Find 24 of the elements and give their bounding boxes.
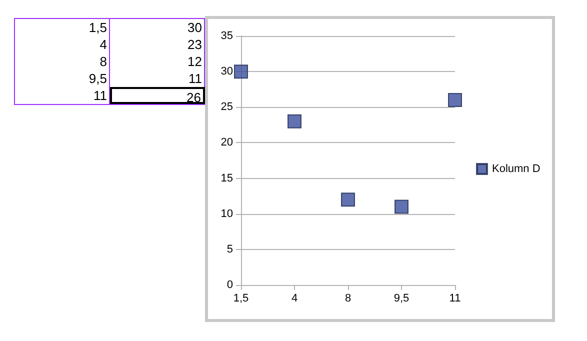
- text: 8: [15, 53, 110, 70]
- text: 26: [110, 87, 205, 105]
- text: 1,5: [15, 19, 110, 36]
- y-tick-label: 10: [220, 208, 233, 220]
- y-tick-label: 25: [220, 101, 233, 114]
- x-tick-label: 8: [344, 292, 352, 304]
- x-tick-label: 1,5: [233, 292, 249, 304]
- text: 30: [110, 19, 205, 36]
- text: 12: [110, 53, 205, 70]
- y-tick-label: 20: [220, 136, 233, 149]
- y-tick-label: 15: [220, 172, 233, 184]
- y-tick-label: 5: [226, 243, 233, 256]
- x-tick-label: 4: [291, 292, 298, 304]
- text: 9,5: [15, 70, 110, 87]
- text: 11: [15, 87, 110, 104]
- x-tick-label: 9,5: [394, 292, 410, 304]
- text: 11: [110, 70, 205, 87]
- x-tick-label: 11: [449, 292, 461, 304]
- text: 4: [15, 36, 110, 53]
- y-tick-label: 30: [220, 66, 233, 78]
- text: 23: [110, 36, 205, 53]
- y-tick-label: 0: [226, 279, 233, 291]
- y-tick-label: 35: [220, 30, 233, 42]
- legend-label: Kolumn D: [492, 163, 540, 175]
